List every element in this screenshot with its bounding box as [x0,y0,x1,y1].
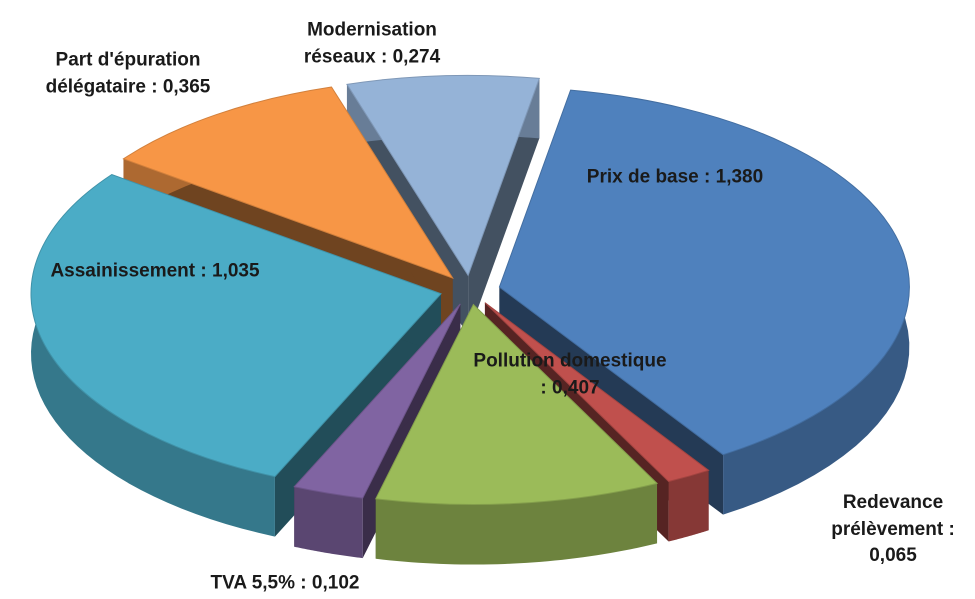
category-label: Prix de base : [586,166,711,188]
value-label: 1,035 [212,260,260,282]
data-label: TVA 5,5% : 0,102 [155,571,415,598]
slice [346,74,541,277]
category-label: TVA 5,5% : [210,572,307,594]
value-label: 0,102 [311,572,360,594]
slice-wall [468,78,540,336]
data-label: Part d'épuration délégataire : 0,365 [8,47,248,100]
slice [484,302,710,483]
value-label: 0,365 [162,76,211,97]
category-label: Assainissement : [50,260,207,282]
slice-side [375,483,658,565]
slice [122,86,454,280]
slice [374,303,659,506]
data-label: Redevance prélèvement : 0,065 [813,490,973,570]
category-label: Redevance prélèvement : [831,492,955,540]
slice-side [294,486,363,559]
value-label: 0,065 [869,545,917,567]
category-label: Pollution domestique : [473,350,667,398]
category-label: Modernisation réseaux : [303,19,437,67]
slice-side [31,174,275,537]
value-label: 1,380 [715,166,764,188]
data-label: Assainissement : 1,035 [45,259,265,286]
slice-side [668,470,709,542]
data-label: Pollution domestique : 0,407 [470,348,670,401]
value-label: 0,274 [392,46,441,67]
data-label: Prix de base : 1,380 [575,165,775,192]
data-label: Modernisation réseaux : 0,274 [272,17,472,70]
slice [293,303,461,499]
slice [30,173,442,478]
slice [498,89,910,456]
category-label: Part d'épuration délégataire : [45,49,201,97]
value-label: 0,407 [552,377,600,398]
